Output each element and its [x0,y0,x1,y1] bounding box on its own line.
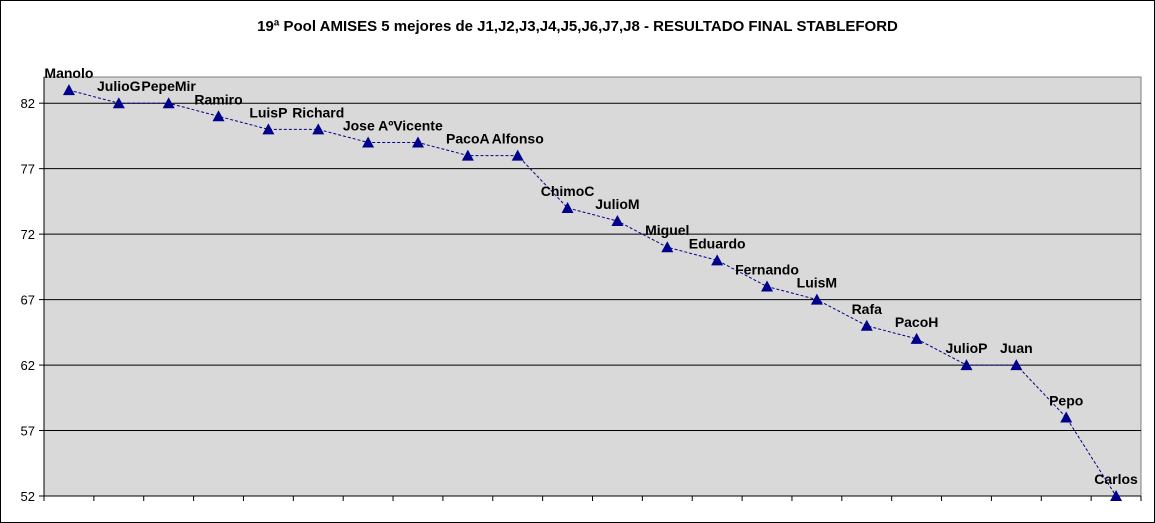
data-point-marker [212,110,225,122]
data-point-marker [661,241,674,253]
data-label: JulioP [945,340,987,356]
data-point-marker [1060,411,1073,423]
data-series [62,84,1123,501]
data-label: JulioM [595,196,639,212]
chart-title: 19ª Pool AMISES 5 mejores de J1,J2,J3,J4… [257,18,898,35]
data-point-marker [511,149,524,161]
series-line [68,89,1117,497]
data-label: ChimoC [541,183,595,199]
axes [43,77,1142,501]
plot-area [43,76,1142,497]
data-point-marker [711,254,724,266]
data-point-marker [362,136,375,148]
data-label: Vicente [393,117,443,133]
data-label: Carlos [1094,471,1138,487]
data-point-marker [262,123,275,135]
data-point-marker [1110,490,1123,501]
data-label: PacoH [895,314,939,330]
data-label: LuisP [249,104,287,120]
data-point-marker [910,332,923,344]
data-label: JulioG [97,78,141,94]
y-tick-label: 82 [21,96,35,111]
data-label: Miguel [645,222,689,238]
y-tick-label: 52 [21,489,35,504]
data-label: Manolo [44,65,93,81]
y-tick-label: 67 [21,293,35,308]
data-point-marker [62,84,75,96]
data-label: PacoA [446,131,490,147]
data-label: Jose Aº [343,117,394,133]
data-label: PepeMir [141,78,196,94]
data-label: LuisM [797,275,837,291]
data-label: Richard [292,104,344,120]
y-tick-label: 77 [21,162,35,177]
data-point-marker [461,149,474,161]
y-tick-label: 72 [21,227,35,242]
y-tick-label: 62 [21,358,35,373]
data-label: Eduardo [689,235,746,251]
data-label: Pepo [1049,392,1083,408]
data-label: Ramiro [194,91,242,107]
y-axis-ticks: 52 57 62 67 72 77 82 [21,96,44,504]
data-label: Fernando [735,262,799,278]
data-point-marker [561,201,574,213]
data-point-marker [761,280,774,292]
data-point-marker [1010,359,1023,371]
data-label: Juan [1000,340,1033,356]
data-label: Alfonso [492,131,544,147]
data-point-marker [312,123,325,135]
data-point-marker [810,293,823,305]
data-label: Rafa [852,301,883,317]
data-point-marker [960,359,973,371]
data-point-marker [112,97,125,109]
data-point-marker [611,215,624,227]
data-point-marker [860,319,873,331]
y-tick-label: 57 [21,424,35,439]
data-point-marker [411,136,424,148]
data-point-marker [162,97,175,109]
gridlines [44,102,1141,432]
